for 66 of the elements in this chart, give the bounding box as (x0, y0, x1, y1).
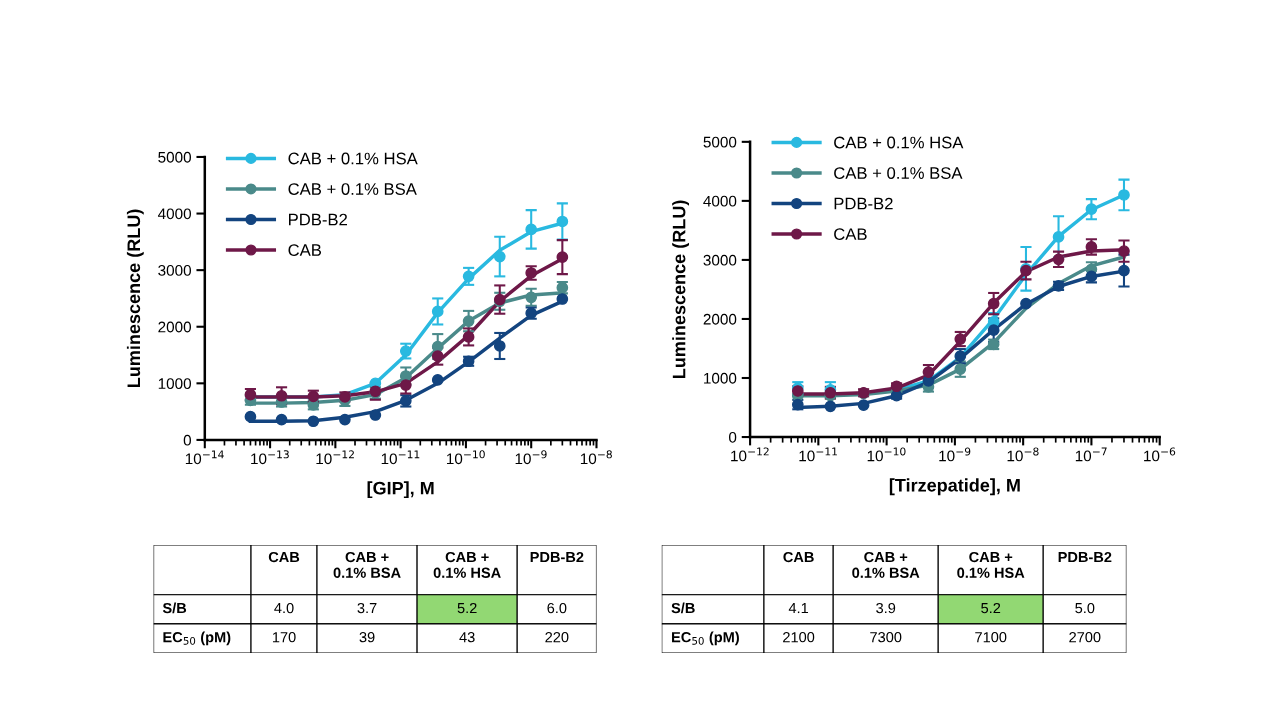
x-tick-label: 10$^{−13}$ (251, 450, 289, 465)
x-tick-label: 10$^{−8}$ (580, 450, 612, 465)
category-label: PDB-B2 (1058, 551, 1112, 563)
x-tick-label: 10$^{−10}$ (446, 450, 485, 465)
text: 43 (459, 632, 475, 643)
category-label: PDB-B2 (530, 551, 584, 563)
x-axis-title: [GIP], M (367, 481, 434, 499)
category-label: CAB + 0.1% BSA (333, 551, 401, 578)
x-tick-label: 10$^{−11}$ (381, 450, 420, 465)
text: 4.0 (274, 602, 294, 614)
text: 170 (272, 632, 296, 643)
category-label: CAB (783, 551, 814, 563)
x-tick-label: 10$^{−9}$ (939, 447, 971, 462)
category-label: CAB + 0.1% HSA (957, 551, 1025, 578)
y-axis-title: Luminescence (RLU) (126, 209, 144, 388)
category-label: CAB (268, 551, 300, 563)
y-tick-label: 5000 (158, 151, 192, 163)
x-tick-label: 10$^{−12}$ (316, 450, 354, 465)
x-tick-label: 10$^{−14}$ (185, 450, 224, 465)
text: 3.7 (357, 602, 377, 614)
x-tick-label: 10$^{−11}$ (799, 447, 837, 462)
y-tick-label: 2000 (158, 321, 192, 333)
text: 6.0 (547, 602, 567, 614)
y-tick-label: 3000 (703, 254, 737, 266)
text: 5.0 (1075, 602, 1095, 614)
x-tick-label: 10$^{−8}$ (1007, 447, 1039, 462)
legend-label: CAB + 0.1% HSA (834, 136, 964, 149)
legend-label: PDB-B2 (834, 197, 893, 210)
x-tick-label: 10$^{−6}$ (1144, 447, 1176, 462)
y-tick-label: 4000 (157, 208, 192, 220)
legend-label: CAB (834, 228, 867, 241)
y-tick-label: 0 (728, 431, 737, 443)
y-tick-label: 1000 (158, 378, 192, 390)
text: 7300 (870, 632, 902, 643)
y-tick-label: 2000 (703, 313, 737, 325)
x-tick-label: 10$^{−10}$ (867, 447, 906, 462)
text: 220 (545, 632, 569, 643)
legend-label: CAB (288, 244, 322, 256)
text: 3.9 (876, 602, 896, 614)
category-label: CAB + 0.1% HSA (433, 551, 501, 578)
x-axis-title: [Tirzepatide], M (889, 478, 1020, 496)
x-tick-label: 10$^{−7}$ (1075, 447, 1107, 462)
text: 39 (359, 632, 375, 643)
x-tick-label: 10$^{−12}$ (731, 447, 769, 462)
text: 7100 (975, 632, 1007, 643)
y-axis-title: Luminescence (RLU) (672, 200, 690, 379)
legend-label: CAB + 0.1% BSA (834, 167, 963, 179)
x-tick-label: 10$^{−9}$ (515, 450, 547, 465)
y-tick-label: 0 (183, 434, 192, 446)
text: 5.2 (981, 602, 1001, 614)
text: 2100 (783, 632, 815, 643)
legend-label: CAB + 0.1% BSA (288, 183, 417, 195)
category-label: EC$_{50}$ (pM) (672, 631, 739, 646)
y-tick-label: 4000 (703, 195, 737, 207)
legend-label: PDB-B2 (289, 213, 347, 226)
y-tick-label: 3000 (158, 265, 192, 276)
category-label: S/B (162, 602, 187, 614)
category-label: CAB + 0.1% BSA (852, 551, 920, 578)
category-label: S/B (671, 602, 695, 614)
legend-label: CAB + 0.1% HSA (288, 152, 418, 165)
y-tick-label: 5000 (703, 136, 737, 148)
text: 4.1 (788, 603, 809, 614)
y-tick-label: 1000 (704, 372, 737, 384)
text: 2700 (1069, 632, 1101, 643)
text: 5.2 (457, 602, 477, 614)
category-label: EC$_{50}$ (pM) (163, 631, 231, 646)
